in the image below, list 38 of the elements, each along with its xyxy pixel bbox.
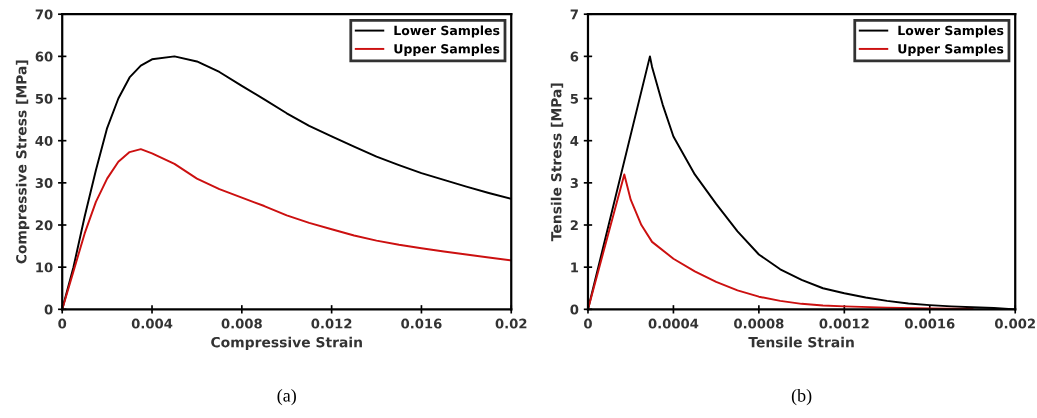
text: (b) (791, 389, 812, 406)
y-tick-label: 20 (35, 220, 53, 231)
x-tick-label: 0.0008 (734, 318, 784, 329)
y-axis-title: Tensile Stress [MPa] (550, 83, 564, 242)
y-tick-label: 60 (35, 51, 53, 62)
x-tick-label: 0.0004 (648, 318, 699, 329)
y-tick-label: 0 (44, 304, 53, 315)
x-tick-label: 0.008 (221, 318, 262, 329)
x-tick-label: 0.002 (994, 318, 1035, 329)
x-tick-label: 0.0012 (819, 318, 869, 329)
x-tick-label: 0 (58, 318, 67, 329)
y-tick-label: 5 (570, 93, 579, 104)
y-tick-label: 10 (36, 262, 53, 273)
y-axis-title: Compressive Stress [MPa] (15, 60, 30, 264)
x-tick-label: 0.012 (311, 318, 352, 329)
y-tick-label: 6 (570, 51, 579, 62)
x-tick-label: 0 (584, 318, 592, 329)
text: (a) (277, 389, 296, 406)
x-tick-label: 0.004 (131, 318, 173, 329)
y-tick-label: 70 (35, 9, 53, 20)
legend-label: Upper Samples (898, 43, 1004, 56)
y-tick-label: 7 (570, 9, 578, 20)
x-tick-label: 0.0016 (904, 318, 955, 329)
y-tick-label: 40 (35, 135, 53, 146)
y-tick-label: 1 (571, 262, 579, 273)
y-tick-label: 50 (35, 93, 53, 104)
y-tick-label: 0 (570, 304, 579, 315)
y-tick-label: 30 (35, 178, 53, 189)
legend-label: Lower Samples (898, 25, 1004, 38)
legend-label: Upper Samples (394, 43, 500, 56)
legend-label: Lower Samples (394, 25, 500, 38)
y-tick-label: 3 (570, 178, 578, 189)
x-tick-label: 0.016 (401, 318, 442, 329)
y-tick-label: 2 (570, 220, 578, 231)
x-axis-title: Compressive Strain (211, 336, 362, 351)
y-tick-label: 4 (570, 136, 579, 146)
x-tick-label: 0.02 (495, 318, 527, 329)
x-axis-title: Tensile Strain (748, 336, 854, 348)
